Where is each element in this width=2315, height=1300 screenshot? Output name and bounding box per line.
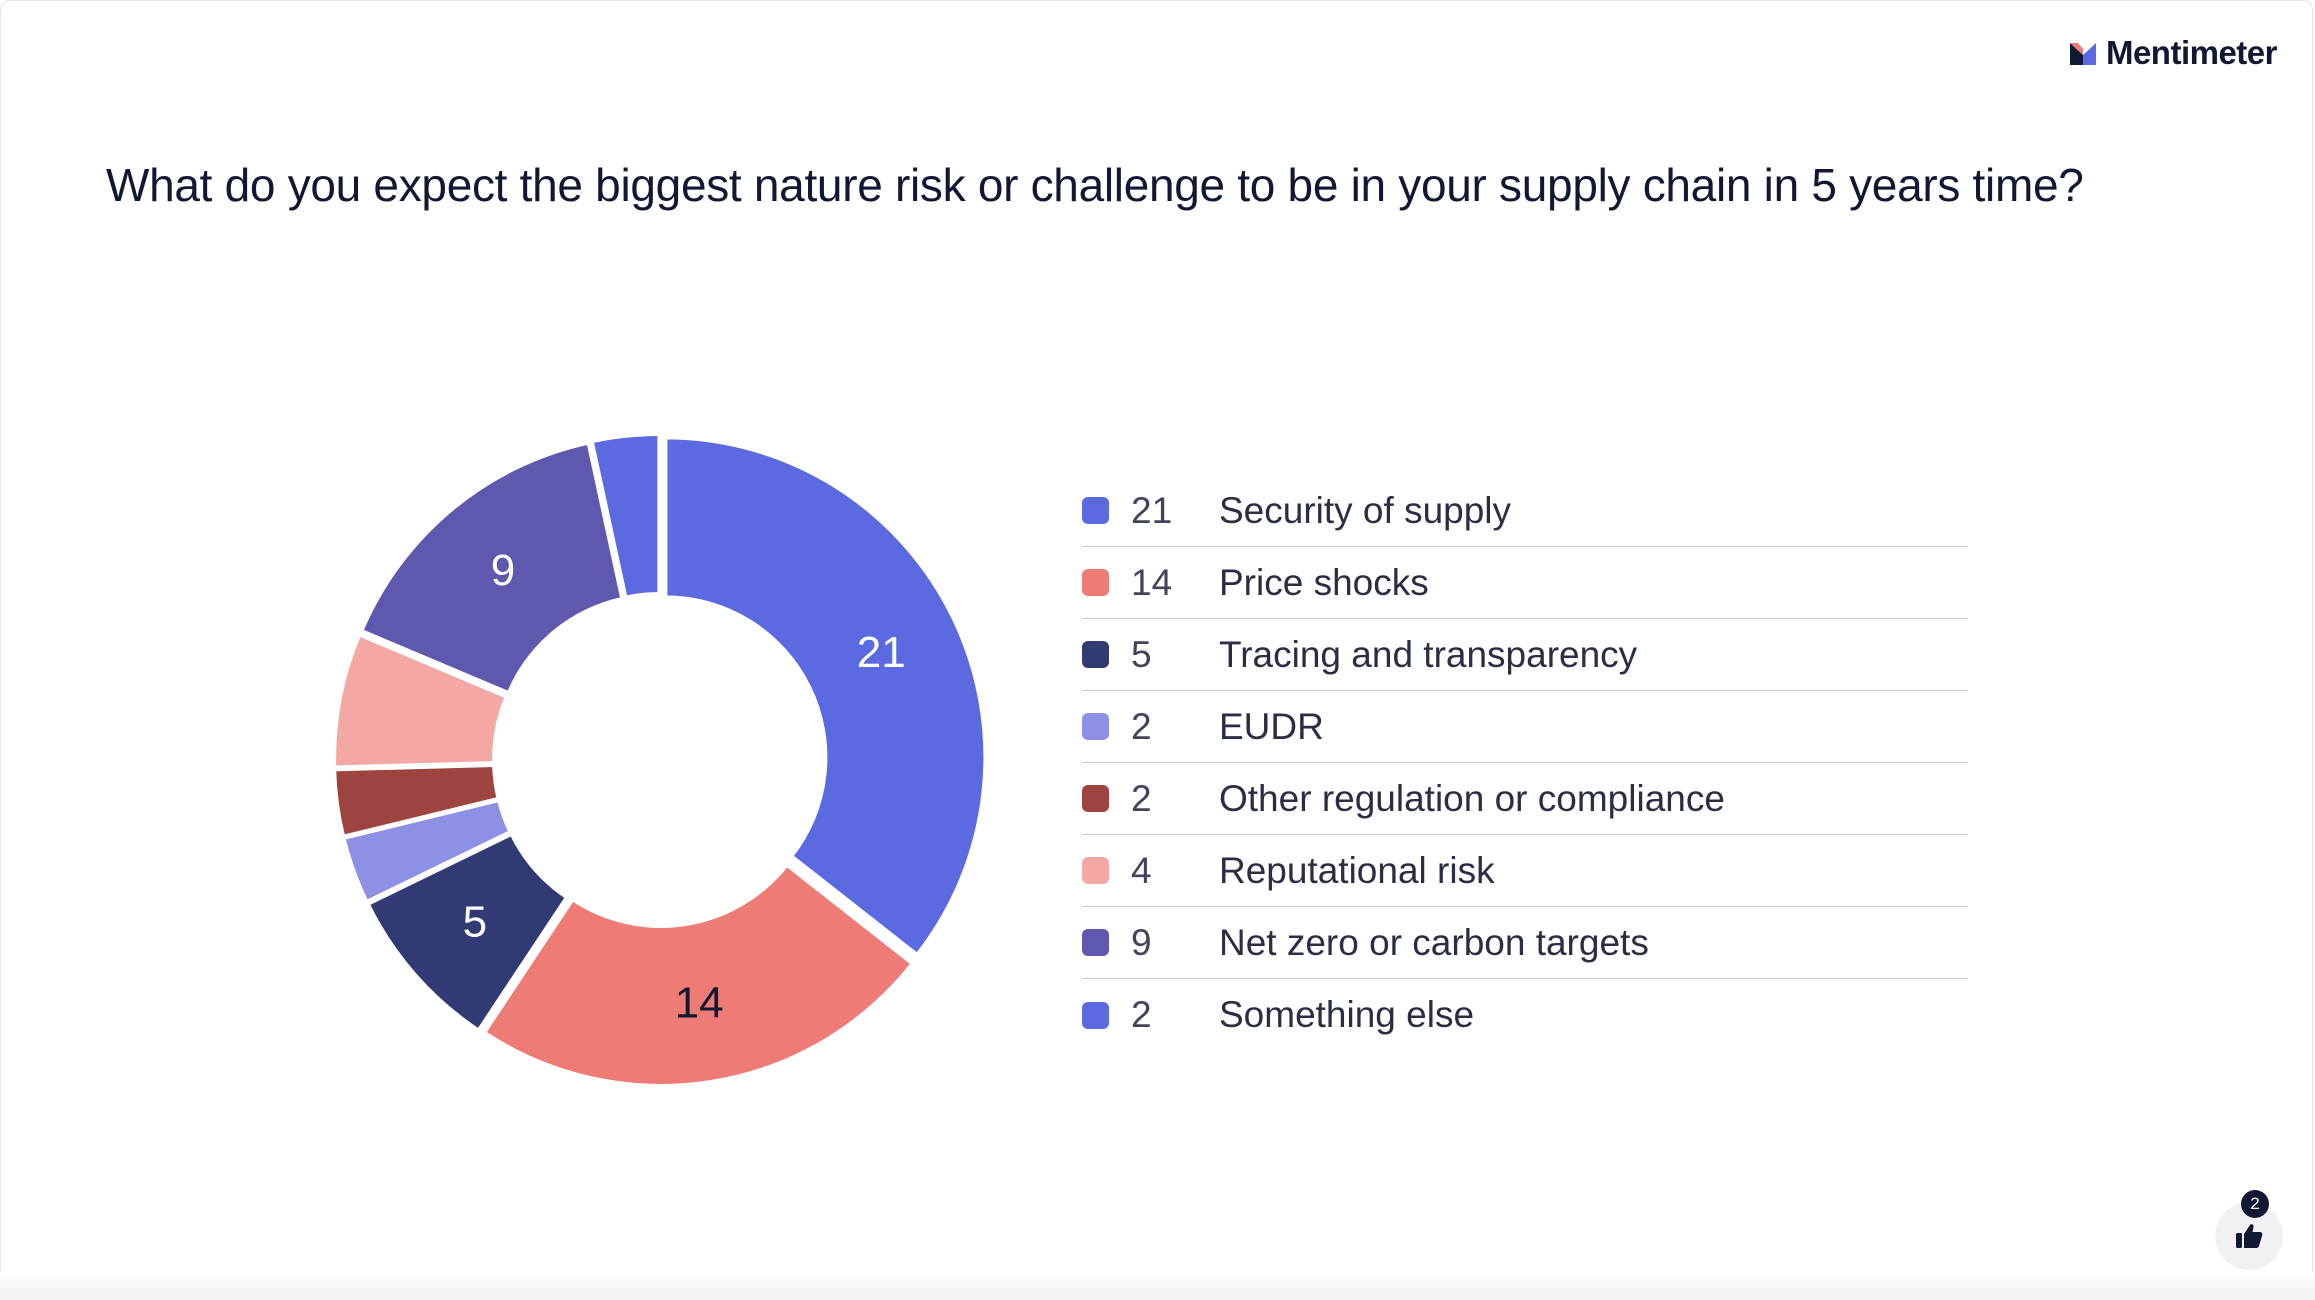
legend-swatch bbox=[1082, 497, 1109, 524]
legend-label: Something else bbox=[1219, 994, 1475, 1035]
legend-item: 9 Net zero or carbon targets bbox=[1082, 907, 1967, 979]
reaction-button[interactable]: 2 bbox=[2215, 1190, 2283, 1270]
legend-item: 14 Price shocks bbox=[1082, 547, 1967, 619]
slice-value-label: 14 bbox=[675, 978, 724, 1027]
slice-value-label: 9 bbox=[491, 546, 515, 595]
donut-slice bbox=[365, 831, 570, 1033]
legend-label: Other regulation or compliance bbox=[1219, 777, 1725, 819]
brand-name: Mentimeter bbox=[2105, 34, 2278, 71]
legend-swatch bbox=[1082, 785, 1109, 812]
slice-value-label: 21 bbox=[857, 628, 906, 677]
legend-count: 2 bbox=[1131, 994, 1152, 1035]
legend-swatch bbox=[1082, 857, 1109, 884]
donut-chart: 21 14 5 9 bbox=[332, 432, 988, 1088]
legend-item: 4 Reputational risk bbox=[1082, 835, 1967, 907]
legend-item: 5 Tracing and transparency bbox=[1082, 619, 1967, 691]
legend-item: 21 Security of supply bbox=[1082, 475, 1967, 547]
legend-label: Reputational risk bbox=[1219, 849, 1495, 891]
brand-logo: Mentimeter bbox=[2069, 34, 2278, 72]
legend-count: 2 bbox=[1131, 705, 1152, 747]
reaction-count: 2 bbox=[2241, 1190, 2269, 1218]
legend-label: Tracing and transparency bbox=[1219, 633, 1638, 675]
legend-label: Security of supply bbox=[1219, 489, 1512, 531]
legend-label: Price shocks bbox=[1219, 561, 1429, 603]
legend-count: 4 bbox=[1131, 849, 1152, 891]
bottom-edge bbox=[0, 1272, 2315, 1300]
legend-swatch bbox=[1082, 569, 1109, 596]
thumbs-up-icon bbox=[2236, 1224, 2263, 1248]
donut-slice bbox=[589, 432, 662, 600]
legend-count: 14 bbox=[1131, 561, 1173, 603]
donut-slice bbox=[482, 862, 915, 1088]
legend-swatch bbox=[1082, 1001, 1109, 1029]
legend-item: 2 EUDR bbox=[1082, 691, 1967, 763]
legend-label: Net zero or carbon targets bbox=[1219, 921, 1649, 963]
chart-legend: 21 Security of supply 14 Price shocks 5 Traci… bbox=[1082, 475, 1967, 1051]
legend-swatch bbox=[1082, 641, 1109, 668]
legend-item: 2 Other regulation or compliance bbox=[1082, 763, 1967, 835]
legend-label: EUDR bbox=[1219, 705, 1324, 747]
legend-count: 9 bbox=[1131, 921, 1152, 963]
legend-count: 21 bbox=[1131, 489, 1173, 531]
donut-slice bbox=[663, 435, 988, 957]
mentimeter-logo-icon bbox=[2069, 43, 2096, 65]
legend-swatch bbox=[1082, 713, 1109, 740]
donut-slice bbox=[359, 440, 625, 696]
legend-count: 2 bbox=[1131, 777, 1152, 819]
donut-slice bbox=[332, 632, 509, 770]
legend-swatch bbox=[1082, 929, 1109, 956]
legend-item: 2 Something else bbox=[1082, 979, 1967, 1051]
question-title: What do you expect the biggest nature ri… bbox=[106, 159, 2084, 211]
legend-count: 5 bbox=[1131, 633, 1152, 675]
slice-value-label: 5 bbox=[463, 897, 487, 946]
